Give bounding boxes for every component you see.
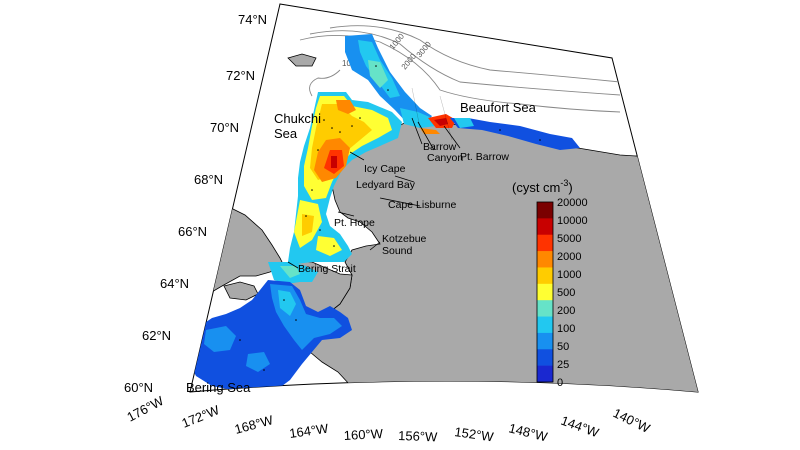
colorbar-swatch-7 bbox=[537, 316, 553, 334]
colorbar: (cyst cm-3) 2000010000500020001000500200… bbox=[512, 178, 588, 389]
ledyard-bay-label: Ledyard Bay bbox=[356, 179, 416, 191]
lat-label-70: 70°N bbox=[210, 120, 239, 135]
colorbar-title-main: (cyst cm bbox=[512, 180, 560, 195]
lon-label-160: 160°W bbox=[343, 426, 384, 443]
cyst-concentration-overlay bbox=[190, 34, 580, 392]
lon-label-156: 156°W bbox=[398, 428, 438, 444]
wrangel-island bbox=[287, 53, 317, 67]
colorbar-label-10: 0 bbox=[557, 377, 563, 389]
lon-label-148: 148°W bbox=[507, 420, 549, 444]
sampling-stations bbox=[239, 65, 541, 371]
colorbar-swatch-9 bbox=[537, 349, 553, 366]
icy-cape-label: Icy Cape bbox=[364, 163, 406, 175]
lon-label-144: 144°W bbox=[559, 413, 602, 441]
sound-label: Sound bbox=[382, 245, 413, 257]
lat-label-66: 66°N bbox=[178, 224, 207, 239]
colorbar-swatch-0 bbox=[537, 202, 553, 219]
lon-label-140: 140°W bbox=[611, 405, 653, 436]
colorbar-label-3: 2000 bbox=[557, 251, 581, 263]
lat-label-72: 72°N bbox=[226, 68, 255, 83]
chukchi-sea-label-line2: Sea bbox=[274, 126, 298, 141]
colorbar-outline bbox=[536, 201, 554, 383]
colorbar-swatch-4 bbox=[537, 267, 553, 285]
colorbar-label-2: 5000 bbox=[557, 233, 581, 245]
chukchi-sea-label-line1: Chukchi bbox=[274, 111, 321, 126]
colorbar-label-6: 200 bbox=[557, 305, 575, 317]
colorbar-swatch-5 bbox=[537, 283, 553, 301]
pt-barrow-label: Pt. Barrow bbox=[460, 151, 509, 163]
lat-label-64: 64°N bbox=[160, 276, 189, 291]
bering-strait-label: Bering Strait bbox=[298, 263, 356, 275]
cape-lisburne-label: Cape Lisburne bbox=[388, 199, 456, 211]
colorbar-swatch-8 bbox=[537, 332, 553, 350]
lon-label-172: 172°W bbox=[180, 402, 223, 431]
lat-label-60: 60°N bbox=[124, 380, 153, 395]
colorbar-swatch-2 bbox=[537, 234, 553, 252]
colorbar-label-8: 50 bbox=[557, 341, 569, 353]
colorbar-label-1: 10000 bbox=[557, 215, 588, 227]
colorbar-label-9: 25 bbox=[557, 359, 569, 371]
label-pointers bbox=[287, 117, 461, 269]
colorbar-swatch-3 bbox=[537, 251, 553, 268]
canyon-label: Canyon bbox=[427, 152, 463, 164]
colorbar-title-close: ) bbox=[568, 180, 572, 195]
colorbar-label-0: 20000 bbox=[557, 197, 588, 209]
colorbar-label-4: 1000 bbox=[557, 269, 581, 281]
barrow-label: Barrow bbox=[423, 141, 457, 153]
lat-label-62: 62°N bbox=[142, 328, 171, 343]
colorbar-swatch-1 bbox=[537, 218, 553, 236]
lon-label-164: 164°W bbox=[288, 421, 330, 441]
kotzebue-label: Kotzebue bbox=[382, 233, 427, 245]
colorbar-swatches bbox=[537, 202, 553, 383]
beaufort-sea-label: Beaufort Sea bbox=[460, 100, 537, 115]
contour-label-100: 100 bbox=[342, 59, 356, 68]
lon-label-176: 176°W bbox=[124, 393, 166, 425]
colorbar-swatch-6 bbox=[537, 300, 553, 317]
lat-label-74: 74°N bbox=[238, 12, 267, 27]
colorbar-labels: 20000 10000 5000 2000 1000 500 200 100 50 25 0 bbox=[557, 197, 588, 389]
graticule bbox=[411, 87, 453, 141]
colorbar-label-7: 100 bbox=[557, 323, 575, 335]
bering-sea-label: Bering Sea bbox=[186, 380, 251, 395]
colorbar-swatch-10 bbox=[537, 365, 553, 383]
lat-label-68: 68°N bbox=[194, 172, 223, 187]
colorbar-title-exponent: -3 bbox=[560, 178, 568, 188]
colorbar-title: (cyst cm-3) bbox=[512, 178, 573, 195]
lon-label-152: 152°W bbox=[454, 424, 496, 444]
pt-hope-label: Pt. Hope bbox=[334, 217, 375, 229]
colorbar-label-5: 500 bbox=[557, 287, 575, 299]
lon-label-168: 168°W bbox=[233, 412, 275, 437]
